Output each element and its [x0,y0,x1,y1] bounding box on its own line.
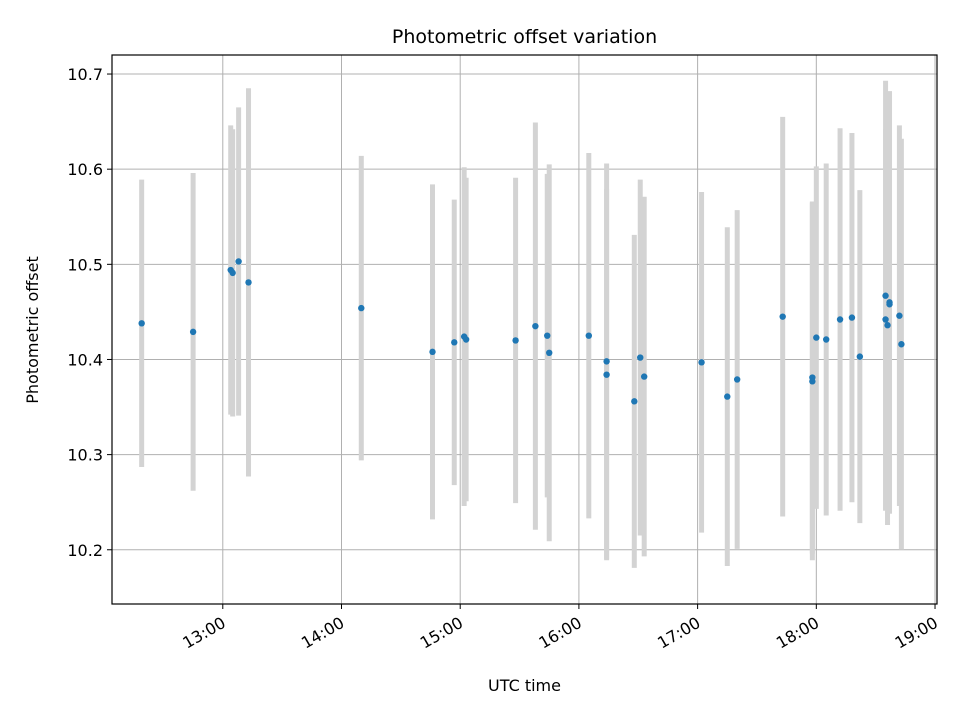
y-tick-label: 10.3 [67,446,103,465]
data-point [138,320,145,327]
data-point [603,371,610,378]
y-tick-label: 10.4 [67,350,103,369]
data-point [546,349,553,357]
data-point [698,359,705,366]
y-tick-label: 10.5 [67,255,103,274]
y-axis: 10.2 10.3 10.4 10.5 10.6 10.7 [67,65,112,560]
data-point [229,269,236,277]
data-point [779,313,786,320]
data-point [189,328,197,336]
data-point [882,292,889,299]
y-axis-title: Photometric offset [23,256,42,404]
y-tick-label: 10.6 [67,160,103,179]
data-point [809,378,816,385]
data-point [512,337,519,344]
data-point [585,332,592,339]
data-point [836,316,844,323]
y-tick-label: 10.2 [67,541,103,560]
data-point [358,304,365,312]
data-point [429,348,436,356]
data-point [733,376,741,383]
data-point [896,312,903,319]
data-point [898,341,905,348]
data-point [848,314,856,321]
data-point [637,354,644,361]
data-points [138,258,905,405]
data-point [235,258,242,265]
data-point [884,322,891,329]
data-point [631,398,638,405]
data-point [603,358,610,365]
data-point [886,301,893,308]
y-tick-label: 10.7 [67,65,103,84]
data-point [544,332,551,339]
data-point [462,336,470,343]
data-point [640,373,648,380]
data-point [245,279,252,286]
data-point [813,334,820,341]
data-point [882,316,889,323]
data-point [451,339,458,346]
data-point [724,393,731,400]
chart-title: Photometric offset variation [392,26,657,48]
x-axis-title: UTC time [488,676,561,695]
data-point [856,353,864,360]
data-point [532,322,539,330]
plot-frame [111,54,938,605]
data-point [823,336,830,343]
